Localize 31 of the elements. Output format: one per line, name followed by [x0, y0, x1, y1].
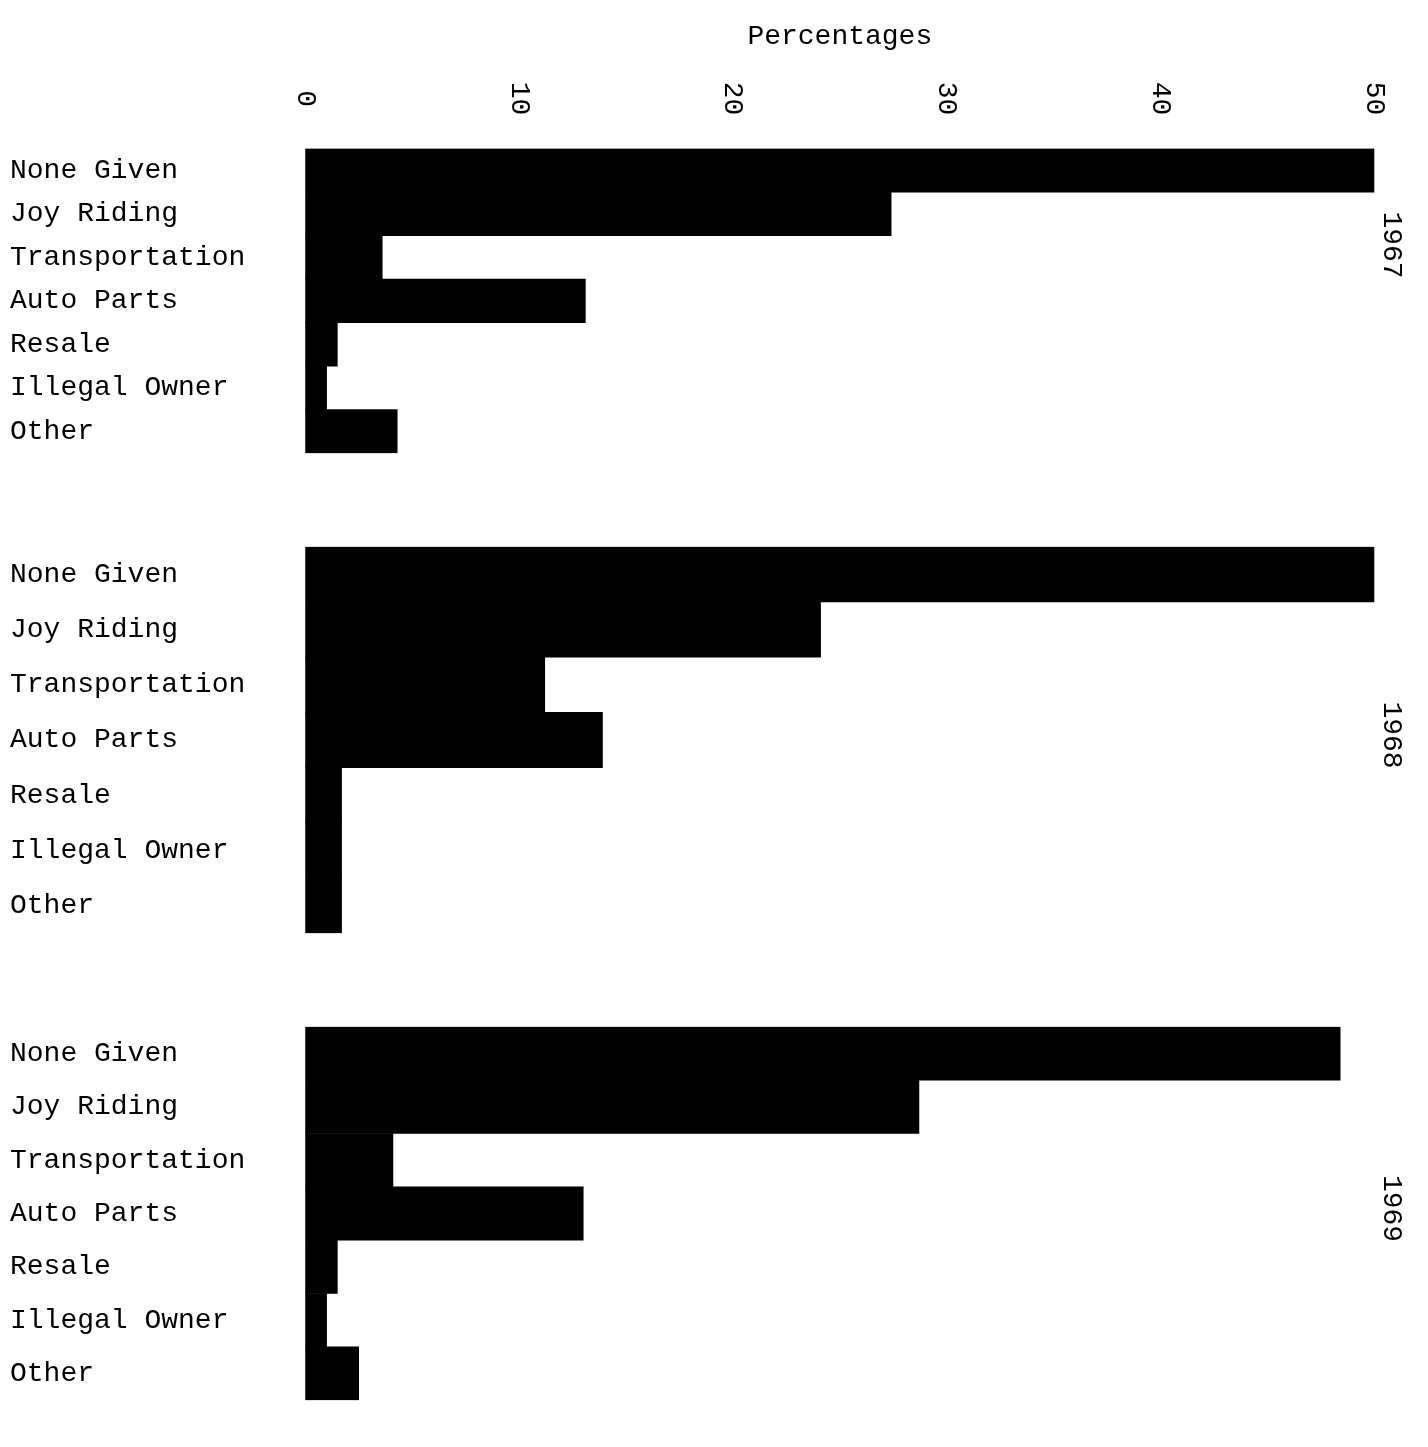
- y-tick-label: Joy Riding: [10, 614, 179, 646]
- x-tick-label: 50: [1358, 81, 1390, 116]
- x-tick-label: 40: [1145, 81, 1177, 116]
- y-tick-label: Transportation: [10, 241, 246, 273]
- y-tick-label: Transportation: [10, 1144, 246, 1176]
- y-tick-label: Illegal Owner: [10, 1304, 229, 1336]
- y-tick-label: Illegal Owner: [10, 834, 229, 866]
- x-axis-title: Percentages: [747, 21, 933, 53]
- y-tick-label: Transportation: [10, 669, 246, 701]
- text: 1967: [1375, 211, 1407, 279]
- y-tick-label: Other: [10, 415, 95, 447]
- y-tick-label: Joy Riding: [10, 1091, 179, 1123]
- y-tick-label: None Given: [10, 558, 179, 590]
- x-tick-label: 10: [503, 81, 535, 116]
- y-tick-label: Resale: [10, 1251, 111, 1283]
- y-tick-label: Illegal Owner: [10, 372, 229, 404]
- text: 1969: [1375, 1174, 1407, 1243]
- y-tick-label: Resale: [10, 779, 111, 811]
- text: 1968: [1375, 701, 1407, 769]
- x-tick-label: 20: [717, 81, 749, 116]
- y-tick-label: Auto Parts: [10, 724, 179, 756]
- y-tick-label: None Given: [10, 154, 179, 186]
- y-tick-label: Other: [10, 1357, 95, 1389]
- y-tick-label: Auto Parts: [10, 1197, 179, 1229]
- y-tick-label: Other: [10, 890, 95, 922]
- y-tick-label: Joy Riding: [10, 198, 179, 230]
- x-tick-label: 0: [289, 90, 321, 108]
- y-tick-label: Auto Parts: [10, 285, 179, 317]
- x-tick-label: 30: [931, 81, 963, 116]
- y-tick-label: None Given: [10, 1037, 179, 1069]
- y-tick-label: Resale: [10, 328, 111, 360]
